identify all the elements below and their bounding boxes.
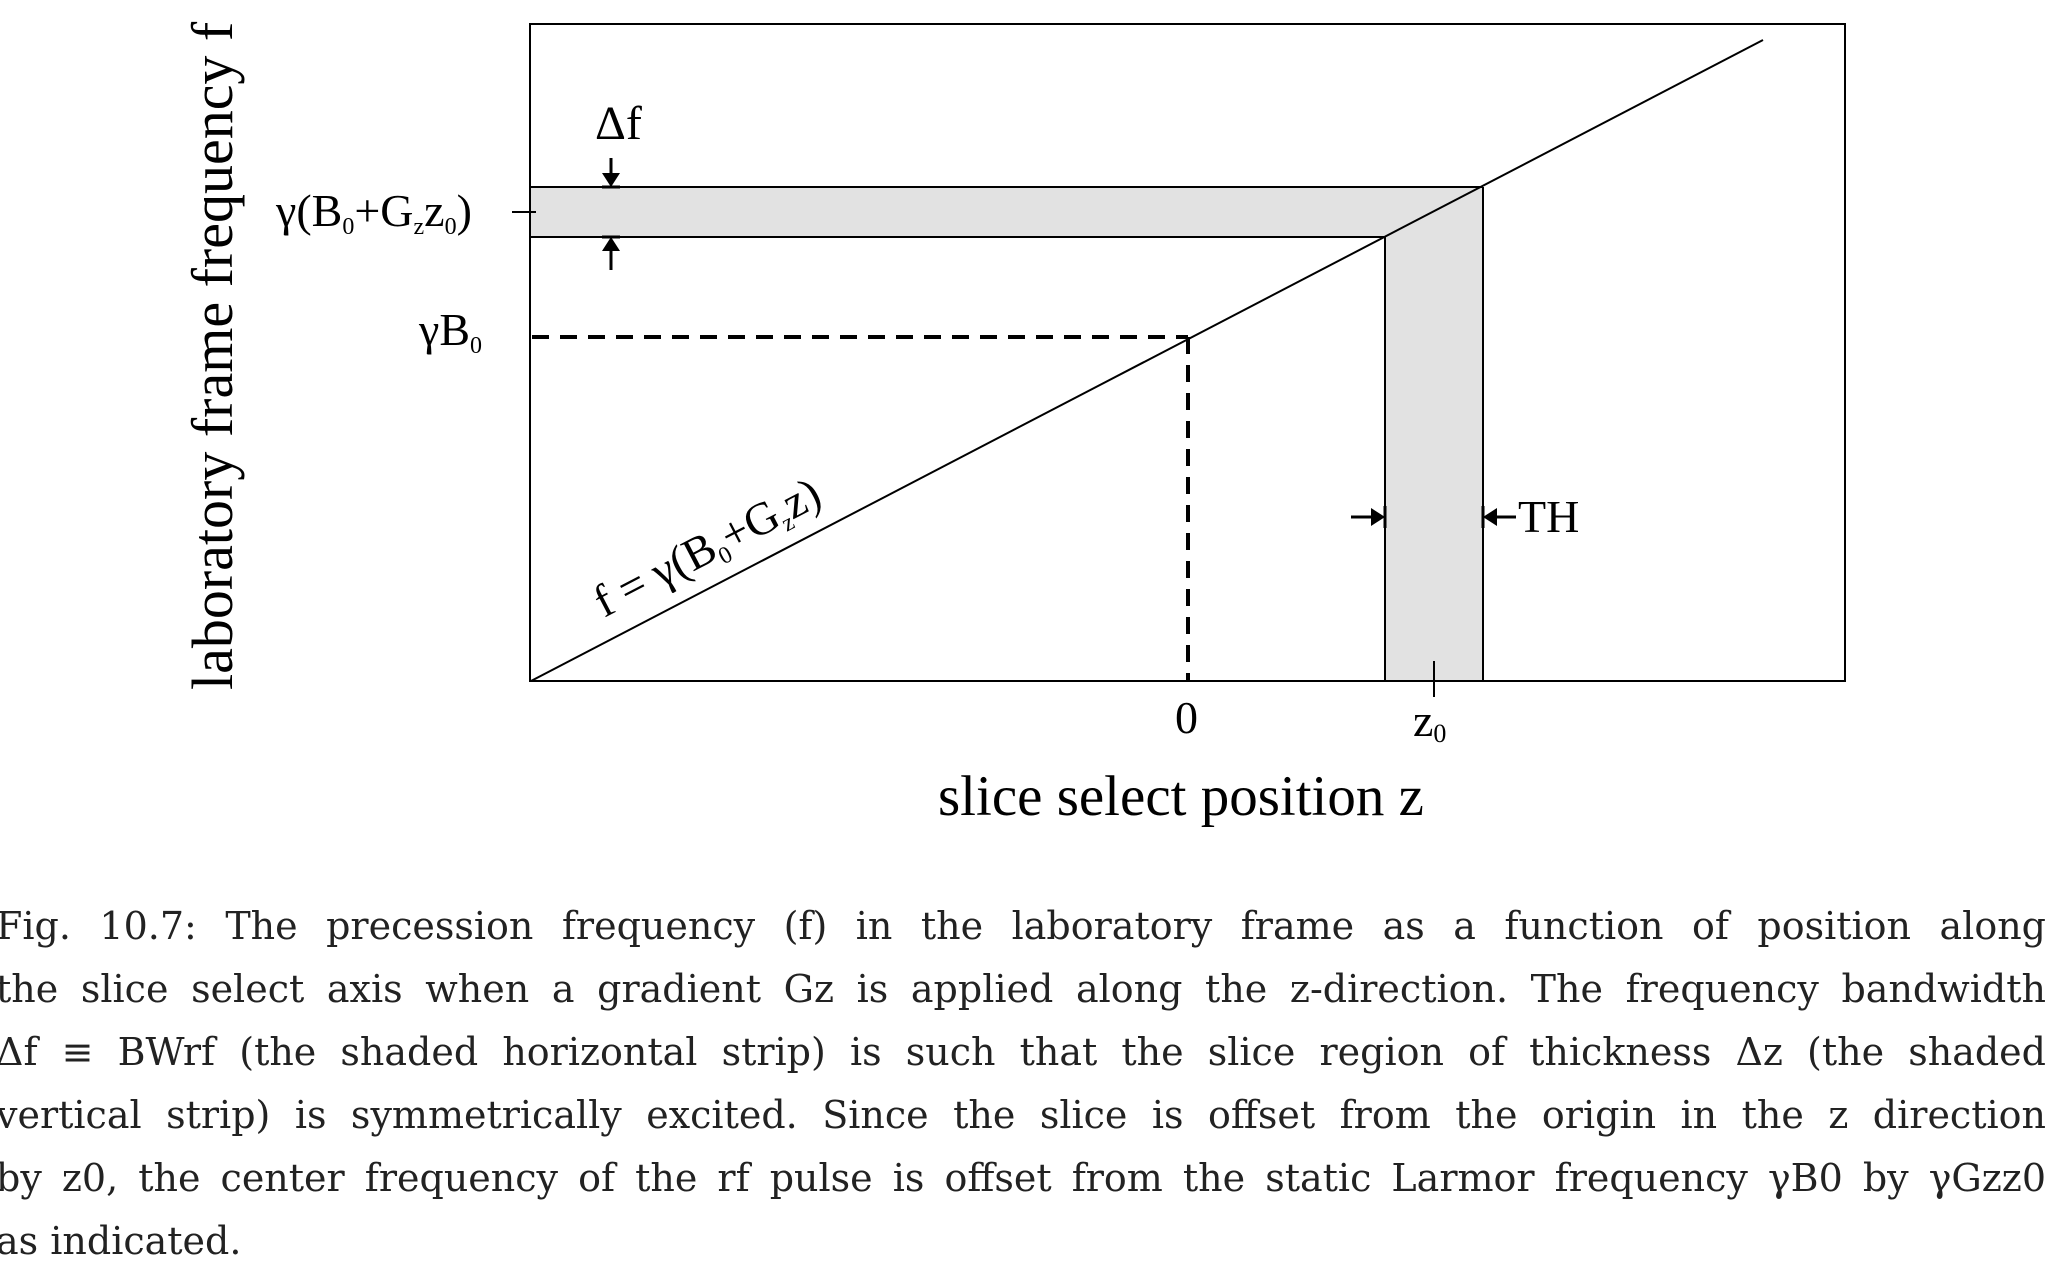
delta-f-arrows <box>602 158 620 270</box>
thickness-label: TH <box>1518 491 1579 542</box>
tick-z0-label: z0 <box>1413 695 1446 748</box>
plot-frame <box>529 23 1846 682</box>
y-axis-label: laboratory frame frequency f <box>180 21 245 690</box>
slice-thickness-strip <box>1385 187 1483 680</box>
delta-f-label: Δf <box>595 97 642 150</box>
caption-line: as indicated. <box>0 1219 242 1263</box>
thickness-arrows <box>1351 506 1516 528</box>
figure-caption: Fig. 10.7: The precession frequency (f) … <box>0 895 2046 1273</box>
line-equation-label: f = γ(B0+Gzz) <box>585 467 831 630</box>
slice-select-diagram: laboratory frame frequency f slice selec… <box>180 21 1846 828</box>
caption-line: Δf ≡ BWrf (the shaded horizontal strip) … <box>0 1030 2046 1074</box>
caption-line: by z0, the center frequency of the rf pu… <box>0 1156 2046 1200</box>
caption-line: the slice select axis when a gradient Gz… <box>0 967 2046 1011</box>
caption-line: Fig. 10.7: The precession frequency (f) … <box>0 904 2046 948</box>
caption-line: vertical strip) is symmetrically excited… <box>0 1093 2046 1137</box>
center-frequency-label: γ(B0+Gzz0) <box>275 185 472 240</box>
frequency-line <box>530 39 1764 682</box>
frequency-bandwidth-strip <box>531 187 1483 237</box>
tick-zero-label: 0 <box>1175 692 1198 743</box>
gamma-b0-label: γB0 <box>418 304 482 359</box>
x-axis-label: slice select position z <box>938 765 1424 828</box>
